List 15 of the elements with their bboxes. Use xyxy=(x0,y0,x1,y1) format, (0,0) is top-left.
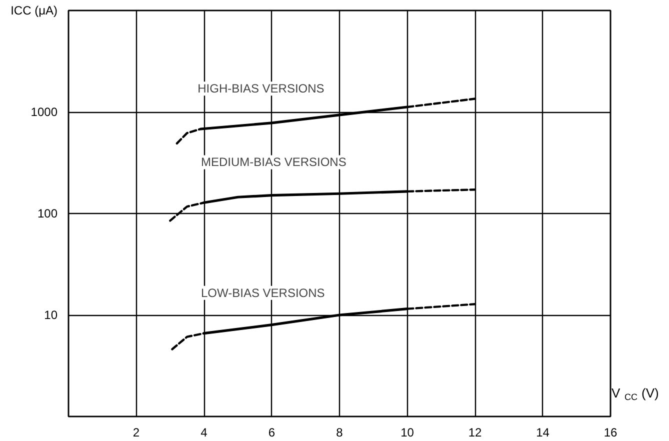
x-tick-label: 8 xyxy=(336,426,344,440)
series-label: HIGH-BIAS VERSIONS xyxy=(198,82,324,96)
y-tick-label: 1000 xyxy=(30,105,58,119)
x-tick-label: 2 xyxy=(132,426,140,440)
y-tick-label: 100 xyxy=(37,206,58,220)
x-tick-label: 10 xyxy=(400,426,414,440)
x-tick-label: 4 xyxy=(200,426,208,440)
y-tick-label: 10 xyxy=(44,308,58,322)
x-tick-label: 12 xyxy=(468,426,482,440)
x-tick-label: 14 xyxy=(536,426,550,440)
series-label: LOW-BIAS VERSIONS xyxy=(201,286,325,300)
x-tick-label: 6 xyxy=(268,426,276,440)
text: MEDIUM-BIAS VERSIONS xyxy=(201,155,346,170)
y-axis-title: ICC (μA) xyxy=(10,4,58,18)
x-tick-label: 16 xyxy=(604,426,618,440)
